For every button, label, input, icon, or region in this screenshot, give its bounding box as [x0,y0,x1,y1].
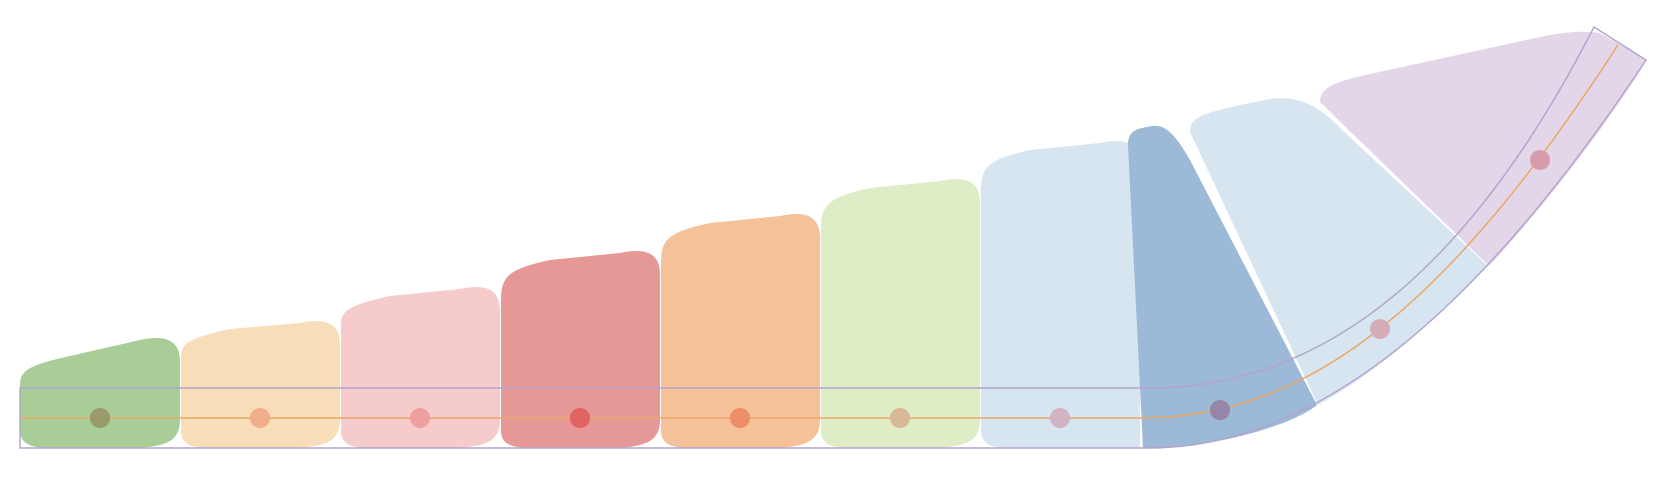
blocks-layer [20,31,1647,449]
dot-10 [1530,150,1550,170]
block-4 [501,250,660,448]
dot-6 [890,408,910,428]
block-9 [1190,98,1488,406]
dot-4 [570,408,590,428]
block-6 [821,178,980,448]
dot-2 [250,408,270,428]
dot-3 [410,408,430,428]
dot-7 [1050,408,1070,428]
block-2 [181,320,340,448]
block-7 [981,140,1140,448]
ribbon-outline [19,25,1647,449]
dot-1 [90,408,110,428]
dot-5 [730,408,750,428]
dots-layer [90,150,1550,428]
dot-8 [1210,400,1230,420]
block-5 [661,213,820,448]
block-3 [341,286,500,448]
dot-9 [1370,319,1390,339]
block-10 [1320,31,1647,266]
block-1 [20,337,180,448]
